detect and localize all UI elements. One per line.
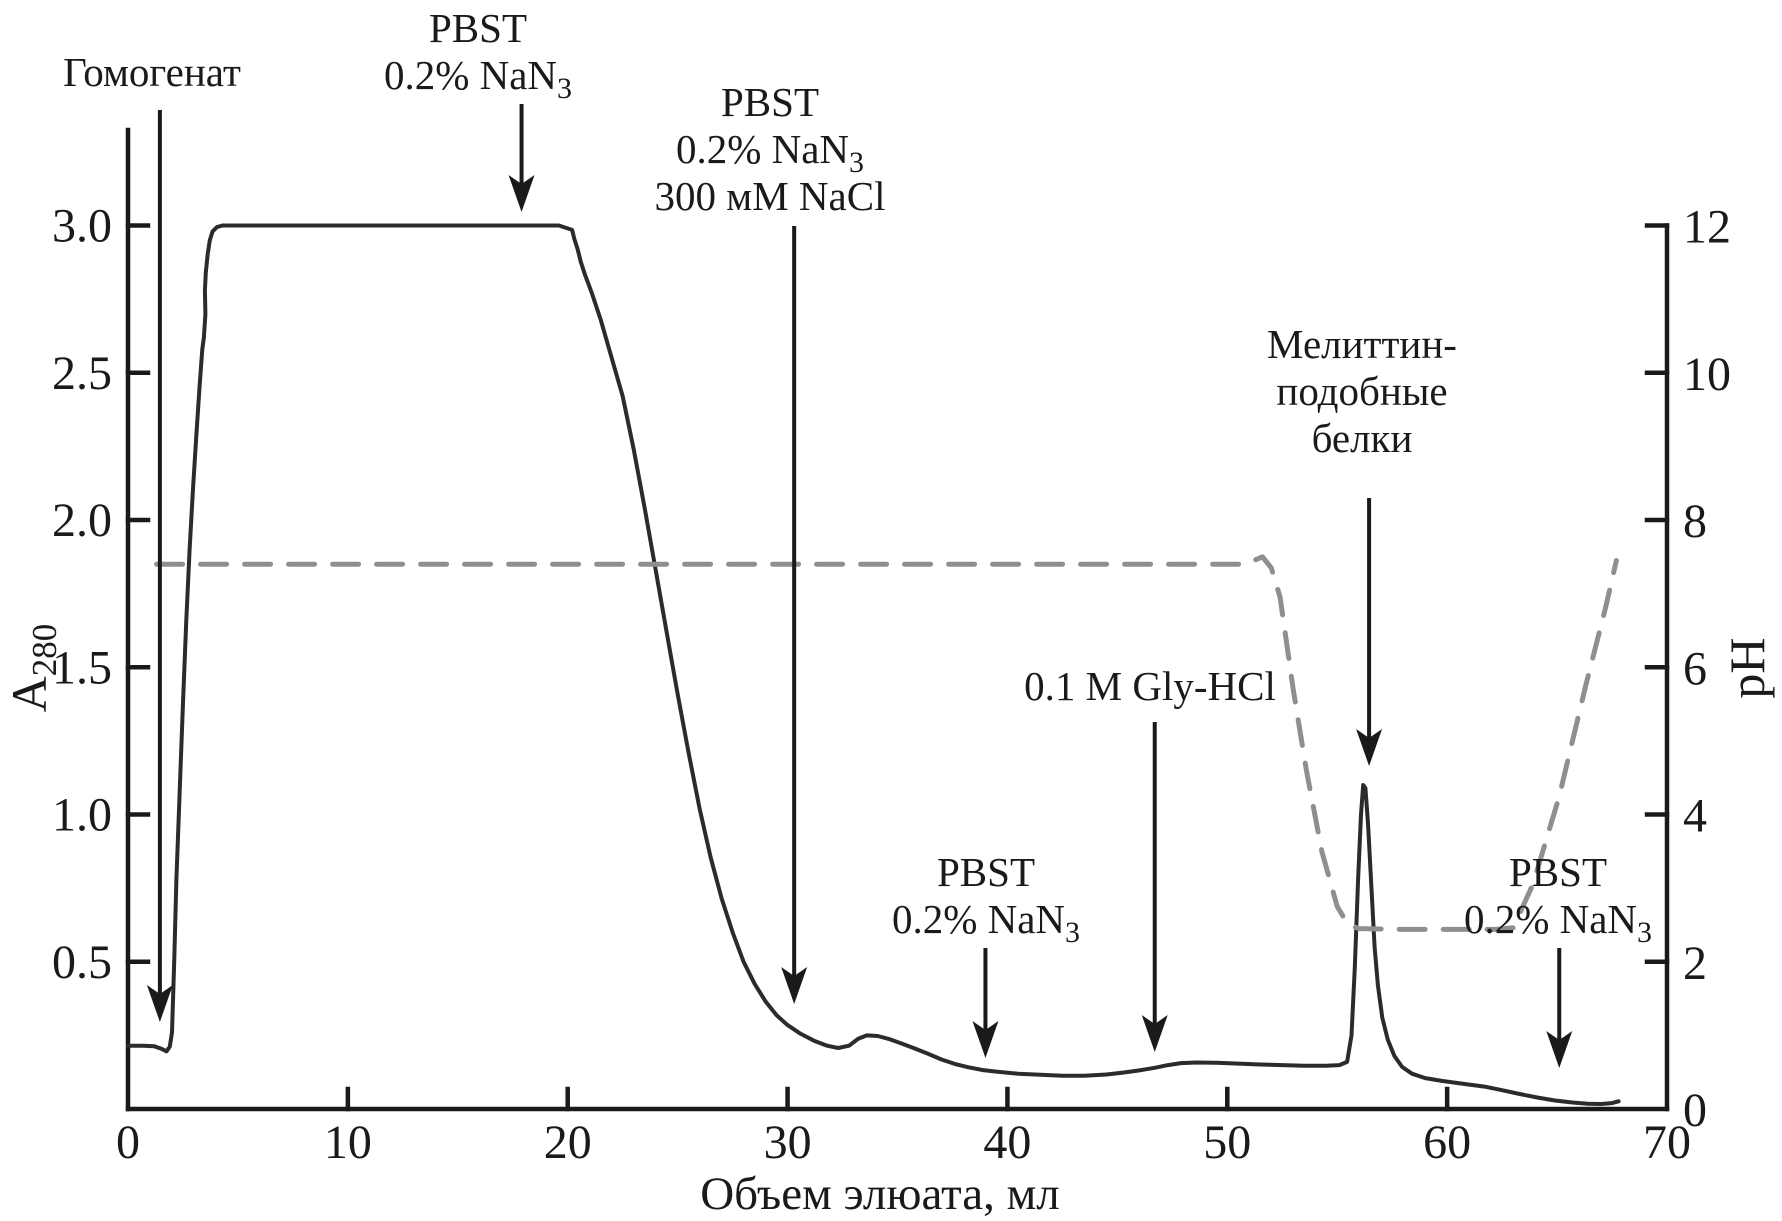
- x-tick-label: 60: [1423, 1116, 1471, 1169]
- annotation-label: PBST: [721, 79, 819, 125]
- annotation-arrow-head: [1546, 1031, 1573, 1068]
- x-tick-label: 0: [116, 1116, 140, 1169]
- annotation-label: Гомогенат: [63, 49, 241, 95]
- right-y-tick-label: 12: [1683, 201, 1731, 254]
- left-y-tick-label: 1.5: [52, 641, 112, 694]
- annotation-label: 0.2% NaN3: [384, 52, 572, 105]
- x-tick-label: 50: [1203, 1116, 1251, 1169]
- right-y-axis-title: pH: [1719, 637, 1775, 698]
- x-tick-label: 70: [1643, 1116, 1691, 1169]
- x-tick-label: 10: [324, 1116, 372, 1169]
- annotation-label: PBST: [937, 849, 1035, 895]
- annotation-arrow-head: [1356, 729, 1383, 766]
- annotation-label: PBST: [1509, 849, 1607, 895]
- pH-curve: [154, 554, 1619, 932]
- left-y-tick-label: 0.5: [52, 936, 112, 989]
- annotation-label: 300 мМ NaCl: [655, 173, 886, 219]
- annotation-label: белки: [1312, 415, 1413, 461]
- annotation-arrow-head: [781, 967, 808, 1004]
- annotation-gly-hcl: 0.1 M Gly-HCl: [1024, 663, 1276, 1052]
- annotation-label: подобные: [1276, 368, 1447, 414]
- annotation-arrow-head: [1141, 1015, 1168, 1052]
- annotation-homogenate: Гомогенат: [63, 49, 241, 1022]
- annotation-label: PBST: [429, 5, 527, 51]
- annotation-label: 0.2% NaN3: [1464, 896, 1652, 949]
- annotation-label: 0.2% NaN3: [676, 126, 864, 179]
- left-y-tick-label: 2.0: [52, 494, 112, 547]
- right-y-tick-label: 10: [1683, 348, 1731, 401]
- annotation-label: 0.1 M Gly-HCl: [1024, 663, 1276, 709]
- right-y-tick-label: 0: [1683, 1084, 1707, 1137]
- annotation-label: 0.2% NaN3: [892, 896, 1080, 949]
- right-y-tick-label: 6: [1683, 642, 1707, 695]
- left-y-axis-title: A280: [1, 624, 64, 713]
- right-y-tick-label: 4: [1683, 790, 1707, 843]
- annotation-arrow-head: [146, 985, 173, 1022]
- x-axis-title: Объем элюата, мл: [700, 1168, 1060, 1220]
- left-y-tick-label: 3.0: [52, 200, 112, 253]
- right-y-tick-label: 2: [1683, 937, 1707, 990]
- annotation-arrow-head: [972, 1021, 999, 1058]
- left-y-tick-label: 2.5: [52, 347, 112, 400]
- absorbance-A280-curve: [126, 223, 1621, 1106]
- x-tick-label: 30: [764, 1116, 812, 1169]
- right-y-tick-label: 8: [1683, 495, 1707, 548]
- annotation-label: Мелиттин-: [1267, 321, 1457, 367]
- annotation-arrow-head: [508, 175, 535, 212]
- left-y-tick-label: 1.0: [52, 789, 112, 842]
- x-tick-label: 40: [983, 1116, 1031, 1169]
- x-tick-label: 20: [544, 1116, 592, 1169]
